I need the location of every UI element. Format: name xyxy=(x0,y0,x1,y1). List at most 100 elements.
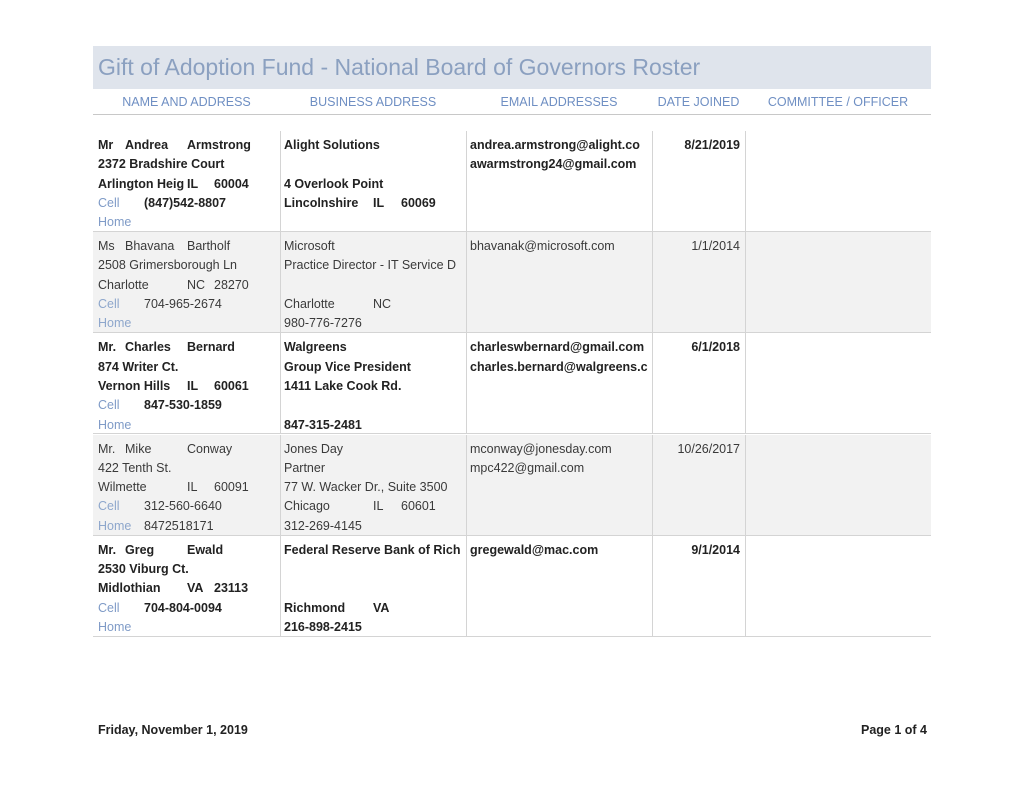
home-phone: Home xyxy=(98,518,132,533)
address: 874 Writer Ct. xyxy=(98,359,179,374)
roster-row: Mr. Charles Bernard 874 Writer Ct. Vernon Hi… xyxy=(93,333,931,435)
business-phone: 980-776-7276 xyxy=(284,316,362,331)
column-divider xyxy=(745,535,746,636)
cell-phone: (847)542-8807 xyxy=(144,195,227,210)
date-joined: 1/1/2014 xyxy=(691,239,740,254)
column-divider xyxy=(280,333,281,434)
header-rule xyxy=(93,114,931,115)
column-header: BUSINESS ADDRESS xyxy=(309,95,437,109)
business-title: Group Vice President xyxy=(284,359,411,374)
column-divider xyxy=(652,232,653,333)
city-part: VA xyxy=(187,581,204,596)
business-company: Alight Solutions xyxy=(284,138,380,152)
column-divider xyxy=(280,232,281,333)
business-city-part: IL xyxy=(373,499,384,514)
name-part: Ms xyxy=(98,239,115,254)
name-part: Bhavana xyxy=(125,239,175,254)
address: 2372 Bradshire Court xyxy=(98,157,225,172)
column-divider xyxy=(466,131,467,231)
roster-row: Mr Andrea Armstrong 2372 Bradshire Court Arl… xyxy=(93,131,931,232)
city-part: Wilmette xyxy=(98,480,147,495)
city-part: NC xyxy=(187,277,206,292)
roster-row: Mr. Greg Ewald 2530 Viburg Ct. Midlothian VA 2… xyxy=(93,535,931,637)
business-phone: 847-315-2481 xyxy=(284,417,362,432)
roster-row: Ms Bhavana Bartholf 2508 Grimersborough Ln C… xyxy=(93,232,931,334)
business-phone: 216-898-2415 xyxy=(284,619,362,634)
home-phone: Home xyxy=(98,417,132,432)
name-part: Charles xyxy=(125,340,171,355)
city-part: Charlotte xyxy=(98,277,149,292)
email: awarmstrong24@gmail.com xyxy=(470,157,637,172)
city-part: 60091 xyxy=(214,480,249,495)
city-part: IL xyxy=(187,480,198,495)
column-header: DATE JOINED xyxy=(657,95,740,109)
column-divider xyxy=(466,434,467,535)
cell-phone: Cell xyxy=(98,297,120,312)
business-title: Partner xyxy=(284,460,325,475)
email: mpc422@gmail.com xyxy=(470,460,585,475)
address: 2508 Grimersborough Ln xyxy=(98,258,237,273)
column-header: NAME AND ADDRESS xyxy=(122,95,251,109)
column-divider xyxy=(280,535,281,636)
business-city-part: 60601 xyxy=(401,499,436,514)
business-company: Microsoft xyxy=(284,239,335,254)
name-part: Mr xyxy=(98,138,114,152)
column-divider xyxy=(466,232,467,333)
name-part: Ewald xyxy=(187,542,224,557)
home-phone: Home xyxy=(98,619,132,634)
footer-date: Friday, November 1, 2019 xyxy=(98,723,248,737)
city-part: Midlothian xyxy=(98,581,161,596)
footer-page: Page 1 of 4 xyxy=(861,723,927,737)
column-divider xyxy=(652,535,653,636)
date-joined: 10/26/2017 xyxy=(677,441,740,456)
cell-phone: 704-804-0094 xyxy=(144,600,222,615)
business-city-part: 60069 xyxy=(401,195,436,210)
address: 2530 Viburg Ct. xyxy=(98,562,189,577)
column-divider xyxy=(280,434,281,535)
column-divider xyxy=(466,535,467,636)
city-part: 60004 xyxy=(214,176,249,191)
email: bhavanak@microsoft.com xyxy=(470,239,615,254)
cell-phone: Cell xyxy=(98,499,120,514)
cell-phone: 312-560-6640 xyxy=(144,499,222,514)
business-city-part: NC xyxy=(373,297,392,312)
business-street: 77 W. Wacker Dr., Suite 3500 xyxy=(284,480,448,495)
cell-phone: Cell xyxy=(98,600,120,615)
business-street: 1411 Lake Cook Rd. xyxy=(284,378,402,393)
city-part: 28270 xyxy=(214,277,249,292)
date-joined: 6/1/2018 xyxy=(691,340,740,355)
name-part: Greg xyxy=(125,542,155,557)
email: mconway@jonesday.com xyxy=(470,441,612,456)
home-phone: Home xyxy=(98,316,132,331)
business-company: Jones Day xyxy=(284,441,344,456)
business-company: Federal Reserve Bank of Rich xyxy=(284,542,461,557)
column-header: COMMITTEE / OFFICER xyxy=(767,95,909,109)
column-divider xyxy=(745,333,746,434)
name-part: Andrea xyxy=(125,138,169,152)
business-city-part: IL xyxy=(373,195,385,210)
business-city-part: Richmond xyxy=(284,600,346,615)
cell-phone: Cell xyxy=(98,195,120,210)
name-part: Mr. xyxy=(98,441,116,456)
date-joined: 8/21/2019 xyxy=(684,138,740,152)
email: gregewald@mac.com xyxy=(470,542,599,557)
home-phone: 8472518171 xyxy=(144,518,214,533)
column-divider xyxy=(466,333,467,434)
cell-phone: Cell xyxy=(98,398,120,413)
business-company: Walgreens xyxy=(284,340,347,355)
city-part: IL xyxy=(187,176,199,191)
email: charleswbernard@gmail.com xyxy=(470,340,645,355)
column-header: EMAIL ADDRESSES xyxy=(500,95,618,109)
name-part: Mr. xyxy=(98,340,117,355)
column-divider xyxy=(745,434,746,535)
city-part: 23113 xyxy=(214,581,249,596)
name-part: Conway xyxy=(187,441,233,456)
column-divider xyxy=(745,131,746,231)
business-city-part: Chicago xyxy=(284,499,330,514)
city-part: IL xyxy=(187,378,199,393)
cell-phone: 704-965-2674 xyxy=(144,297,222,312)
column-divider xyxy=(652,131,653,231)
business-phone: 312-269-4145 xyxy=(284,518,362,533)
city-part: Arlington Heig xyxy=(98,176,185,191)
title-bar xyxy=(93,46,931,89)
